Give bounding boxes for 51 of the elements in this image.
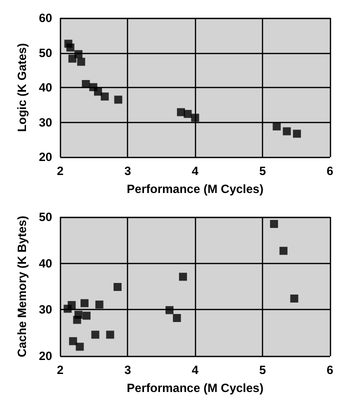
point xyxy=(292,130,301,138)
point xyxy=(82,312,91,320)
point xyxy=(114,282,122,291)
x-tick-label: 4 xyxy=(192,164,199,178)
point xyxy=(282,127,291,136)
point xyxy=(191,114,200,122)
y-tick-label: 30 xyxy=(38,115,53,130)
x-tick-label: 2 xyxy=(56,363,64,377)
y-tick-label: 40 xyxy=(38,80,53,94)
point xyxy=(165,306,174,314)
y-axis-title: Cache Memory (K Bytes) xyxy=(15,216,29,358)
x-tick-label: 5 xyxy=(259,363,266,377)
point xyxy=(91,330,100,339)
y-axis-title: Logic (K Gates) xyxy=(15,43,29,132)
point xyxy=(66,44,74,52)
point xyxy=(82,80,90,88)
point xyxy=(69,337,78,346)
point xyxy=(95,300,104,309)
point xyxy=(77,58,86,66)
point xyxy=(76,342,84,351)
point xyxy=(270,220,278,228)
x-tick-label: 4 xyxy=(192,363,199,377)
y-tick-label: 20 xyxy=(38,349,53,363)
point xyxy=(279,246,288,255)
point xyxy=(178,272,187,281)
x-tick-label: 6 xyxy=(326,363,334,377)
x-axis-title: Performance (M Cycles) xyxy=(126,182,264,196)
x-tick-label: 5 xyxy=(259,164,266,178)
point xyxy=(80,299,89,308)
point xyxy=(94,88,102,96)
point xyxy=(272,122,281,130)
x-tick-label: 3 xyxy=(124,363,132,377)
point xyxy=(68,54,76,63)
y-tick-label: 30 xyxy=(38,302,53,317)
point xyxy=(106,330,114,339)
y-tick-label: 50 xyxy=(38,46,53,60)
y-tick-label: 40 xyxy=(38,256,53,270)
point xyxy=(184,110,192,118)
x-tick-label: 6 xyxy=(326,164,334,178)
point xyxy=(290,294,298,303)
x-tick-label: 2 xyxy=(56,164,64,178)
point xyxy=(114,96,122,104)
x-tick-label: 3 xyxy=(124,164,132,178)
point xyxy=(100,92,109,101)
point xyxy=(68,301,76,310)
y-tick-label: 50 xyxy=(38,210,53,224)
y-tick-label: 20 xyxy=(38,150,53,164)
point xyxy=(172,314,181,322)
y-tick-label: 60 xyxy=(38,11,53,25)
x-axis-title: Performance (M Cycles) xyxy=(126,381,264,395)
point xyxy=(73,316,82,324)
